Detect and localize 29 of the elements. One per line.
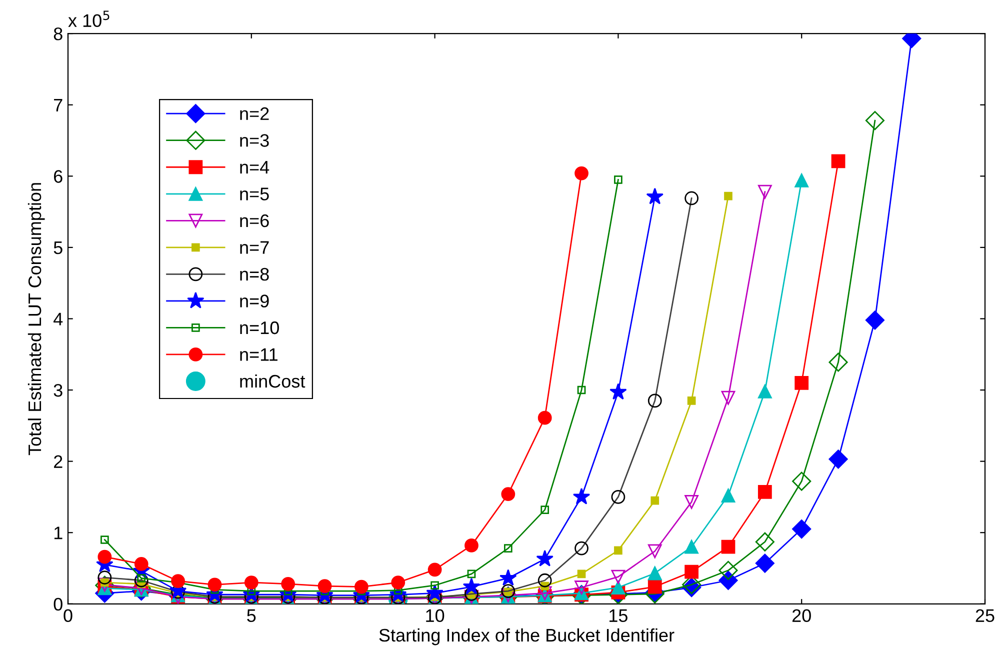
legend-label: n=10 bbox=[240, 321, 279, 334]
legend-label: n=5 bbox=[240, 188, 269, 200]
x-tick-label: 5 bbox=[247, 609, 256, 622]
x-axis-title: Starting Index of the Bucket Identifier bbox=[379, 628, 674, 646]
text: x 10$^{5}$ bbox=[68, 10, 110, 28]
y-axis-title: Total Estimated LUT Consumption bbox=[28, 183, 45, 456]
legend-label: minCost bbox=[240, 374, 306, 388]
y-tick-label: 3 bbox=[54, 384, 62, 397]
legend-label: n=7 bbox=[240, 241, 269, 254]
x-tick-label: 25 bbox=[976, 609, 994, 622]
legend-label: n=6 bbox=[240, 214, 269, 228]
legend-label: n=3 bbox=[240, 134, 269, 147]
legend-label: n=9 bbox=[240, 294, 269, 308]
x-tick-label: 15 bbox=[610, 609, 628, 622]
y-tick-label: 6 bbox=[54, 170, 62, 183]
x-tick-label: 10 bbox=[426, 609, 444, 622]
x-tick-label: 0 bbox=[64, 609, 72, 622]
legend-label: n=8 bbox=[240, 268, 269, 281]
legend-label: n=4 bbox=[240, 161, 270, 174]
y-tick-label: 4 bbox=[54, 312, 63, 326]
y-tick-label: 8 bbox=[54, 27, 62, 40]
y-tick-label: 2 bbox=[54, 455, 62, 468]
y-tick-label: 0 bbox=[54, 598, 62, 611]
legend-label: n=2 bbox=[240, 107, 269, 120]
legend-label: n=11 bbox=[240, 348, 278, 361]
y-tick-label: 5 bbox=[54, 242, 62, 254]
y-tick-label: 7 bbox=[54, 98, 62, 112]
x-tick-label: 20 bbox=[792, 609, 811, 622]
y-tick-label: 1 bbox=[54, 526, 62, 540]
